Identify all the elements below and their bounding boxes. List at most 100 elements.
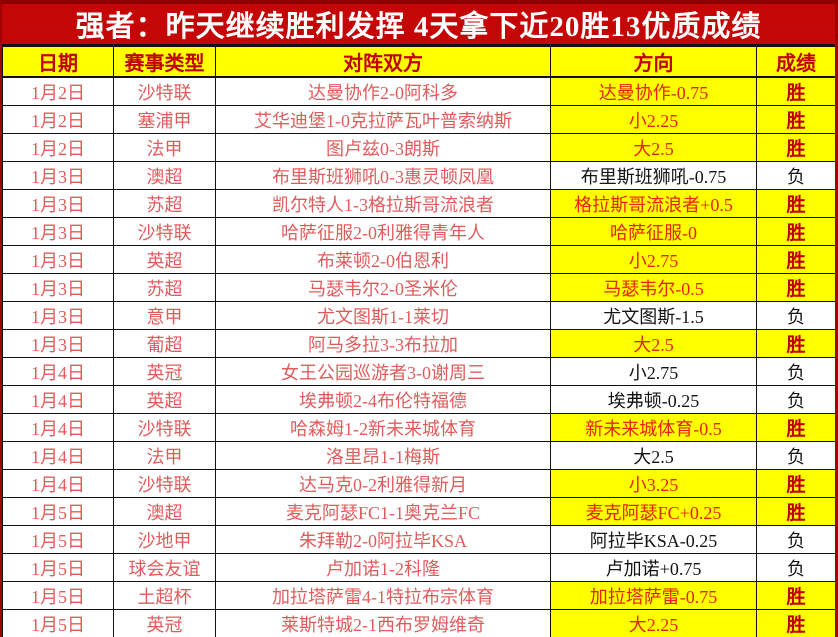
league-cell: 球会友谊 xyxy=(113,553,216,582)
date-cell: 1月4日 xyxy=(2,441,114,470)
table-row: 1月3日 苏超 马瑟韦尔2-0圣米伦 马瑟韦尔-0.5 胜 xyxy=(2,273,835,302)
matchup-cell: 哈森姆1-2新未来城体育 xyxy=(215,413,551,442)
league-cell: 英超 xyxy=(113,385,216,414)
date-cell: 1月3日 xyxy=(2,273,114,302)
direction-cell: 埃弗顿-0.25 xyxy=(550,385,757,414)
matchup-cell: 艾华迪堡1-0克拉萨瓦叶普索纳斯 xyxy=(215,105,551,134)
table-row: 1月2日 法甲 图卢兹0-3朗斯 大2.5 胜 xyxy=(2,133,835,162)
league-cell: 英超 xyxy=(113,245,216,274)
league-cell: 沙特联 xyxy=(113,76,216,106)
direction-cell: 达曼协作-0.75 xyxy=(550,76,757,106)
direction-cell: 小2.75 xyxy=(550,357,757,386)
result-cell: 负 xyxy=(756,161,835,190)
direction-cell: 大2.25 xyxy=(550,609,757,637)
column-header-direction: 方向 xyxy=(550,46,757,78)
date-cell: 1月3日 xyxy=(2,217,114,246)
title-bar: 强者：昨天继续胜利发挥 4天拿下近20胜13优质成绩 xyxy=(2,4,835,46)
table-row: 1月4日 沙特联 哈森姆1-2新未来城体育 新未来城体育-0.5 胜 xyxy=(2,413,835,442)
result-cell: 胜 xyxy=(756,189,835,218)
direction-cell: 大2.5 xyxy=(550,441,757,470)
matchup-cell: 尤文图斯1-1莱切 xyxy=(215,301,551,330)
direction-cell: 哈萨征服-0 xyxy=(550,217,757,246)
direction-cell: 大2.5 xyxy=(550,329,757,358)
matchup-cell: 朱拜勒2-0阿拉毕KSA xyxy=(215,525,551,554)
result-cell: 胜 xyxy=(756,217,835,246)
result-cell: 负 xyxy=(756,357,835,386)
direction-cell: 卢加诺+0.75 xyxy=(550,553,757,582)
direction-cell: 布里斯班狮吼-0.75 xyxy=(550,161,757,190)
date-cell: 1月4日 xyxy=(2,413,114,442)
column-header-league: 赛事类型 xyxy=(113,46,216,78)
matchup-cell: 达马克0-2利雅得新月 xyxy=(215,469,551,498)
league-cell: 英冠 xyxy=(113,609,216,637)
league-cell: 葡超 xyxy=(113,329,216,358)
table-row: 1月3日 沙特联 哈萨征服2-0利雅得青年人 哈萨征服-0 胜 xyxy=(2,217,835,246)
matchup-cell: 哈萨征服2-0利雅得青年人 xyxy=(215,217,551,246)
date-cell: 1月5日 xyxy=(2,497,114,526)
matchup-cell: 达曼协作2-0阿科多 xyxy=(215,76,551,106)
matchup-cell: 麦克阿瑟FC1-1奥克兰FC xyxy=(215,497,551,526)
page-title: 强者：昨天继续胜利发挥 4天拿下近20胜13优质成绩 xyxy=(75,11,762,43)
table-row: 1月3日 葡超 阿马多拉3-3布拉加 大2.5 胜 xyxy=(2,329,835,358)
date-cell: 1月3日 xyxy=(2,161,114,190)
direction-cell: 加拉塔萨雷-0.75 xyxy=(550,581,757,610)
matchup-cell: 布里斯班狮吼0-3惠灵顿凤凰 xyxy=(215,161,551,190)
league-cell: 澳超 xyxy=(113,497,216,526)
table-row: 1月2日 塞浦甲 艾华迪堡1-0克拉萨瓦叶普索纳斯 小2.25 胜 xyxy=(2,105,835,134)
column-header-date: 日期 xyxy=(2,46,114,78)
matchup-cell: 女王公园巡游者3-0谢周三 xyxy=(215,357,551,386)
matchup-cell: 阿马多拉3-3布拉加 xyxy=(215,329,551,358)
result-cell: 胜 xyxy=(756,581,835,610)
direction-cell: 尤文图斯-1.5 xyxy=(550,301,757,330)
matchup-cell: 加拉塔萨雷4-1特拉布宗体育 xyxy=(215,581,551,610)
date-cell: 1月5日 xyxy=(2,525,114,554)
direction-cell: 小3.25 xyxy=(550,469,757,498)
league-cell: 意甲 xyxy=(113,301,216,330)
results-table: 日期 赛事类型 对阵双方 方向 成绩 1月2日 沙特联 达曼协作2-0阿科多 达… xyxy=(2,46,835,637)
matchup-cell: 图卢兹0-3朗斯 xyxy=(215,133,551,162)
league-cell: 土超杯 xyxy=(113,581,216,610)
matchup-cell: 埃弗顿2-4布伦特福德 xyxy=(215,385,551,414)
date-cell: 1月5日 xyxy=(2,581,114,610)
date-cell: 1月5日 xyxy=(2,609,114,637)
league-cell: 苏超 xyxy=(113,189,216,218)
date-cell: 1月4日 xyxy=(2,357,114,386)
direction-cell: 新未来城体育-0.5 xyxy=(550,413,757,442)
result-cell: 负 xyxy=(756,441,835,470)
direction-cell: 格拉斯哥流浪者+0.5 xyxy=(550,189,757,218)
league-cell: 塞浦甲 xyxy=(113,105,216,134)
league-cell: 沙特联 xyxy=(113,469,216,498)
date-cell: 1月3日 xyxy=(2,301,114,330)
league-cell: 苏超 xyxy=(113,273,216,302)
date-cell: 1月3日 xyxy=(2,245,114,274)
date-cell: 1月2日 xyxy=(2,133,114,162)
league-cell: 英冠 xyxy=(113,357,216,386)
direction-cell: 大2.5 xyxy=(550,133,757,162)
table-row: 1月5日 澳超 麦克阿瑟FC1-1奥克兰FC 麦克阿瑟FC+0.25 胜 xyxy=(2,497,835,526)
table-row: 1月3日 苏超 凯尔特人1-3格拉斯哥流浪者 格拉斯哥流浪者+0.5 胜 xyxy=(2,189,835,218)
result-cell: 负 xyxy=(756,301,835,330)
result-cell: 负 xyxy=(756,385,835,414)
table-row: 1月3日 意甲 尤文图斯1-1莱切 尤文图斯-1.5 负 xyxy=(2,301,835,330)
matchup-cell: 布莱顿2-0伯恩利 xyxy=(215,245,551,274)
result-cell: 胜 xyxy=(756,105,835,134)
result-cell: 胜 xyxy=(756,273,835,302)
table-row: 1月4日 法甲 洛里昂1-1梅斯 大2.5 负 xyxy=(2,441,835,470)
matchup-cell: 卢加诺1-2科隆 xyxy=(215,553,551,582)
league-cell: 沙地甲 xyxy=(113,525,216,554)
date-cell: 1月4日 xyxy=(2,469,114,498)
direction-cell: 马瑟韦尔-0.5 xyxy=(550,273,757,302)
table-row: 1月4日 英冠 女王公园巡游者3-0谢周三 小2.75 负 xyxy=(2,357,835,386)
direction-cell: 阿拉毕KSA-0.25 xyxy=(550,525,757,554)
result-cell: 胜 xyxy=(756,133,835,162)
direction-cell: 小2.25 xyxy=(550,105,757,134)
result-cell: 胜 xyxy=(756,609,835,637)
header-row: 日期 赛事类型 对阵双方 方向 成绩 xyxy=(2,46,835,78)
date-cell: 1月2日 xyxy=(2,76,114,106)
league-cell: 沙特联 xyxy=(113,217,216,246)
table-row: 1月5日 土超杯 加拉塔萨雷4-1特拉布宗体育 加拉塔萨雷-0.75 胜 xyxy=(2,581,835,610)
date-cell: 1月3日 xyxy=(2,189,114,218)
table-row: 1月2日 沙特联 达曼协作2-0阿科多 达曼协作-0.75 胜 xyxy=(2,76,835,106)
league-cell: 沙特联 xyxy=(113,413,216,442)
